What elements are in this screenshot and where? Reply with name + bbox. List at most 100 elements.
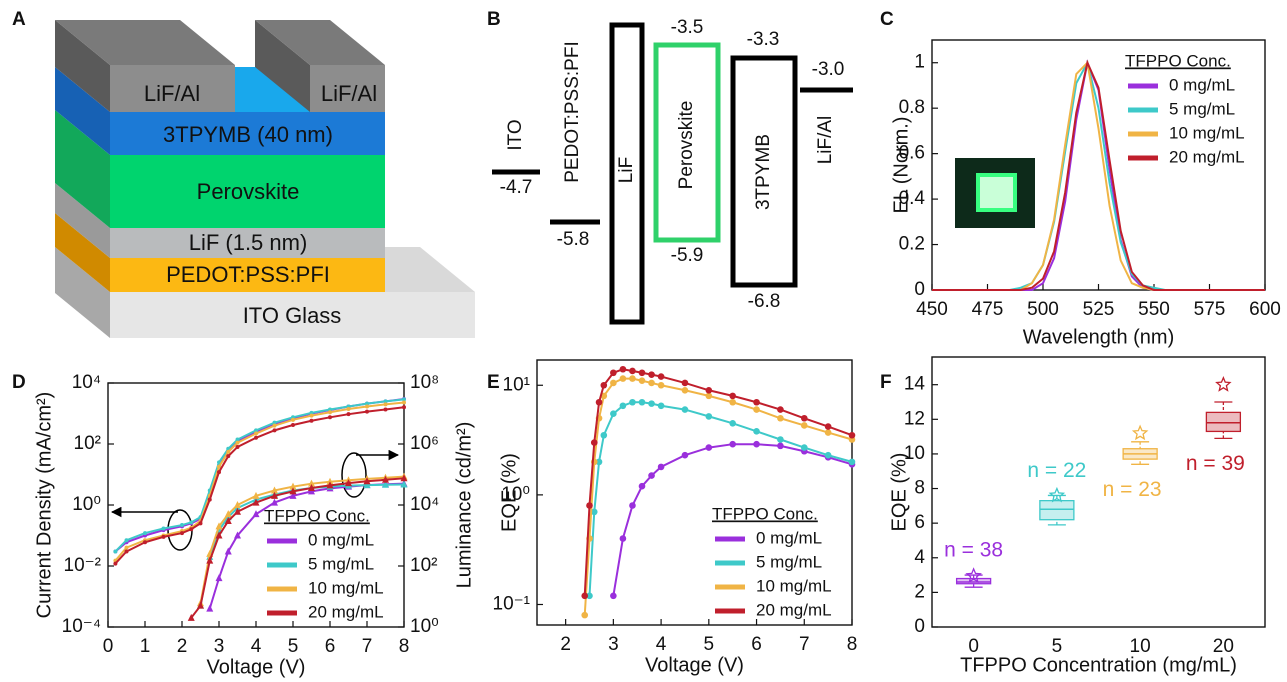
x-tick-label: 4: [251, 636, 262, 657]
data-marker: [639, 399, 646, 406]
data-marker: [581, 593, 588, 600]
data-marker: [328, 415, 332, 419]
y-axis-label: EQE (%): [498, 453, 520, 532]
data-marker: [729, 441, 736, 448]
data-marker: [801, 444, 808, 451]
layer-label: LiF/Al: [321, 81, 377, 106]
data-marker: [639, 369, 646, 376]
data-marker: [620, 402, 627, 409]
data-marker: [729, 399, 736, 406]
y-tick-label: 0.2: [899, 234, 925, 255]
data-marker: [236, 445, 240, 449]
data-marker: [648, 400, 655, 407]
data-marker: [610, 410, 617, 417]
y-tick-label: 10¹: [503, 374, 530, 395]
x-axis-label: Wavelength (nm): [1023, 326, 1175, 348]
legend-label: 10 mg/mL: [308, 578, 384, 597]
x-tick-label: 20: [1213, 636, 1234, 657]
material-label: ITO: [505, 119, 526, 150]
data-marker: [402, 405, 406, 409]
y2-tick-label: 10⁶: [410, 433, 439, 454]
x-tick-label: 8: [399, 636, 410, 657]
legend-label: 5 mg/mL: [756, 552, 822, 571]
x-tick-label: 525: [1083, 299, 1115, 320]
outlier: [1050, 489, 1063, 502]
data-marker: [581, 612, 588, 619]
layer-label: Perovskite: [197, 179, 300, 204]
x-axis-label: Voltage (V): [645, 654, 744, 676]
panel-letter: B: [487, 9, 501, 30]
sample-size: n = 38: [944, 539, 1003, 562]
data-marker: [729, 420, 736, 427]
data-marker: [113, 562, 117, 566]
legend-label: 20 mg/mL: [1169, 147, 1245, 166]
y2-tick-label: 10⁰: [410, 616, 439, 637]
data-marker: [143, 531, 147, 535]
y-tick-label: 4: [914, 547, 925, 568]
data-marker: [682, 452, 689, 459]
data-marker: [216, 574, 223, 581]
data-marker: [753, 428, 760, 435]
x-tick-label: 2: [560, 634, 571, 655]
data-marker: [629, 368, 636, 375]
layer-label: PEDOT:PSS:PFI: [166, 262, 330, 287]
data-marker: [648, 380, 655, 387]
material-label: Perovskite: [676, 101, 697, 190]
data-marker: [180, 523, 184, 527]
level-value: -4.7: [500, 177, 533, 198]
data-marker: [825, 429, 832, 436]
data-marker: [162, 526, 166, 530]
legend-label: 5 mg/mL: [1169, 99, 1235, 118]
data-marker: [610, 593, 617, 600]
data-marker: [586, 502, 593, 509]
y-tick-label: 14: [904, 374, 926, 395]
data-marker: [365, 410, 369, 414]
layer-label: ITO Glass: [243, 303, 342, 328]
data-marker: [199, 521, 203, 525]
data-marker: [601, 382, 608, 389]
legend-label: 20 mg/mL: [308, 602, 384, 621]
data-marker: [825, 452, 832, 459]
data-marker: [310, 414, 314, 418]
data-marker: [639, 377, 646, 384]
data-marker: [753, 399, 760, 406]
data-marker: [125, 546, 129, 550]
data-marker: [310, 419, 314, 423]
figure: A B C D E F LiF/Al LiF/Al 3TPYMB (40 nm)…: [0, 0, 1287, 682]
device-stack: LiF/Al LiF/Al 3TPYMB (40 nm) Perovskite …: [55, 20, 475, 338]
y2-tick-label: 10⁸: [410, 372, 439, 393]
panel-letter: E: [487, 372, 500, 393]
data-marker: [777, 443, 784, 450]
material-label: 3TPYMB: [753, 134, 774, 210]
outlier: [1217, 378, 1230, 391]
layer-label: 3TPYMB (40 nm): [163, 122, 333, 147]
data-marker: [706, 387, 713, 394]
box: [1206, 412, 1240, 431]
inset-pixel: [978, 175, 1015, 210]
legend-label: 0 mg/mL: [756, 528, 822, 547]
y-tick-label: 0.8: [899, 97, 925, 118]
data-marker: [825, 423, 832, 430]
data-line: [115, 399, 404, 552]
x-tick-label: 6: [325, 636, 336, 657]
data-marker: [706, 413, 713, 420]
y-tick-label: 10⁻⁴: [62, 616, 101, 637]
panel-letter: D: [12, 372, 26, 393]
sample-size: n = 22: [1027, 459, 1086, 482]
data-marker: [629, 502, 636, 509]
data-marker: [162, 535, 166, 539]
data-marker: [648, 371, 655, 378]
data-marker: [801, 422, 808, 429]
data-marker: [125, 538, 129, 542]
x-tick-label: 0: [103, 636, 114, 657]
data-marker: [226, 454, 230, 458]
y-tick-label: 0: [914, 279, 925, 300]
legend-label: 0 mg/mL: [308, 530, 374, 549]
x-tick-label: 600: [1249, 299, 1281, 320]
x-tick-label: 5: [704, 634, 715, 655]
y-tick-label: 10⁻²: [64, 555, 102, 576]
panel-letter: C: [880, 9, 894, 30]
page: A B C D E F LiF/Al LiF/Al 3TPYMB (40 nm)…: [0, 0, 1287, 682]
legend-label: 0 mg/mL: [1169, 75, 1235, 94]
x-tick-label: 6: [751, 634, 762, 655]
